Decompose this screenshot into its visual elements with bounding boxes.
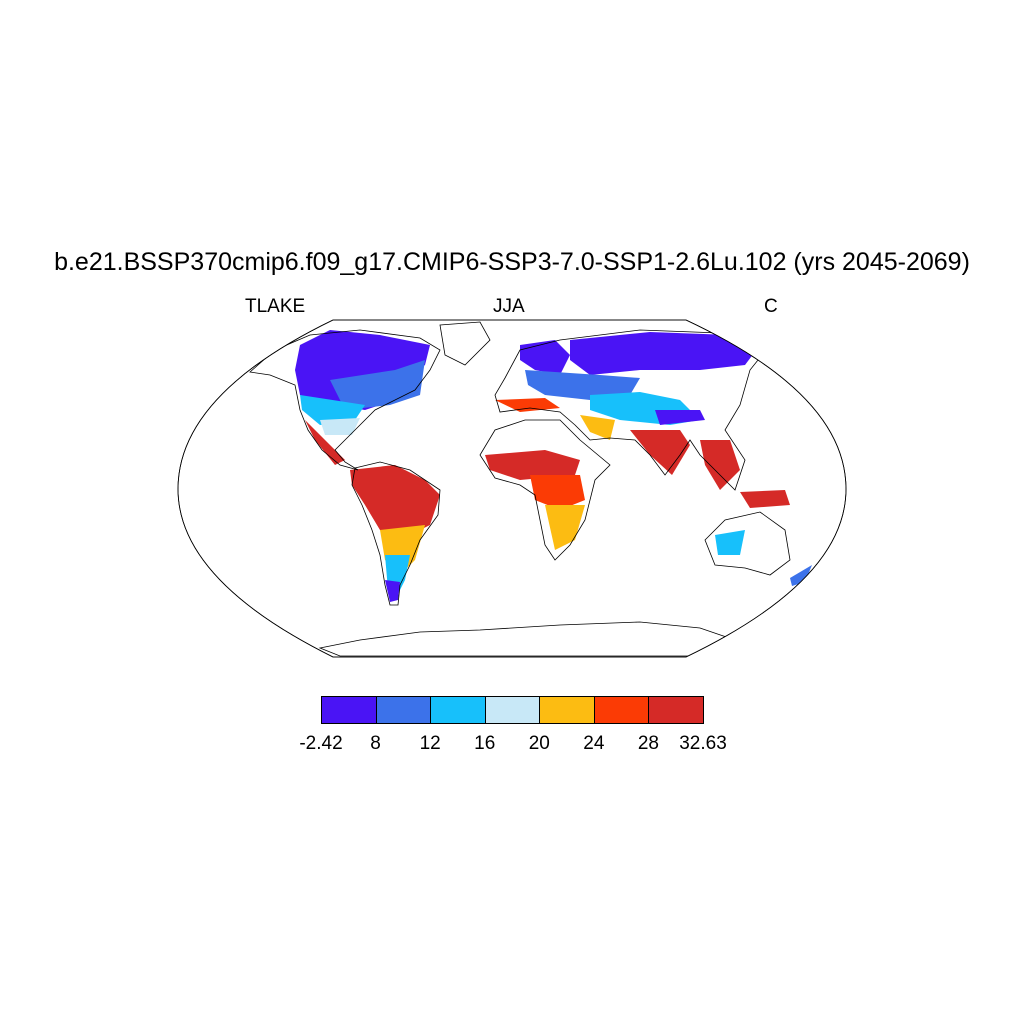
map-boundary-outline [177,319,847,658]
colorbar-label: 32.63 [679,733,727,754]
colorbar-label: 24 [583,733,605,754]
colorbar-label: -2.42 [299,733,343,754]
colorbar-swatch [321,696,377,724]
southern-africa [545,505,585,550]
sahel [485,450,580,480]
scandinavia [520,340,570,375]
tibet [655,410,705,425]
middle-east [580,415,615,440]
colorbar-swatch [593,696,650,724]
new-zealand [790,565,812,586]
greenland-coast [439,321,491,366]
map-title: b.e21.BSSP370cmip6.f09_g17.CMIP6-SSP3-7.… [54,248,970,276]
colorbar-label: 28 [637,733,659,754]
mexico [305,420,345,465]
north-america-mid [330,360,425,410]
north-america-south [300,395,365,425]
north-america-coast [249,329,441,471]
season-label: JJA [493,296,525,317]
colorbar-label: 12 [419,733,441,754]
map-boundary [177,319,847,658]
colorbar-label: 8 [370,733,381,754]
indonesia [740,490,790,508]
siberia [570,332,760,375]
africa-coast [479,419,611,561]
colorbar-swatch [430,696,486,724]
india [630,430,690,475]
patagonia [385,580,400,602]
colorbar-swatch [484,696,541,724]
colorbar-swatch [648,696,704,724]
south-america-coast [351,461,441,606]
southeast-asia [700,440,740,490]
antarctica-coast [318,621,737,657]
colorbar-label: 20 [528,733,550,754]
central-africa [530,475,585,510]
colorbar-label: 16 [474,733,496,754]
colorbar-swatch [539,696,595,724]
lake-temperature-field [295,330,812,602]
units-label: C [764,296,778,317]
south-america-tropics [350,465,440,535]
mediterranean [495,398,560,412]
north-america-southern [320,418,360,435]
europe-russia [525,370,640,400]
variable-label: TLAKE [245,296,306,317]
australia-coast [704,511,791,576]
australia-east [715,530,745,555]
colorbar-swatch [375,696,432,724]
